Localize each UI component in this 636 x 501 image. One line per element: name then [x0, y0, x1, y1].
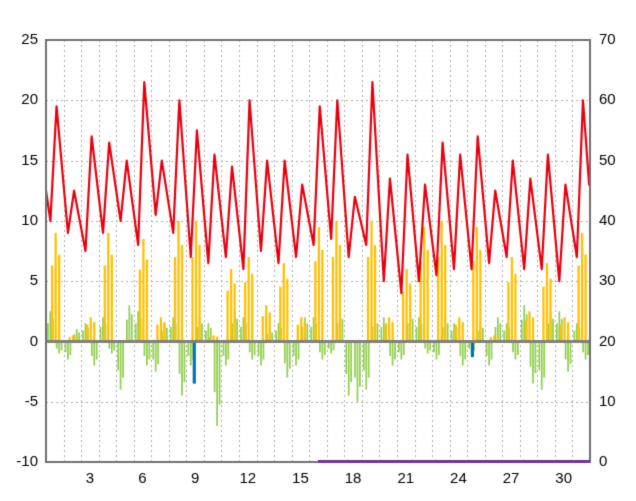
chart-canvas: [0, 0, 636, 501]
weather-chart: 積雪以外 京都 積雪: [0, 0, 636, 501]
